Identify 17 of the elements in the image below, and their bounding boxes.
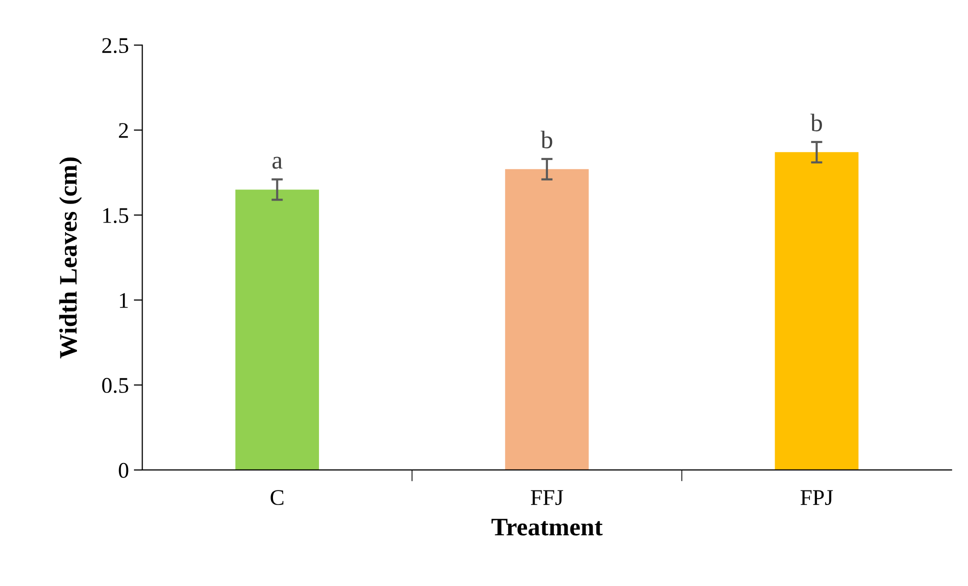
x-axis-title: Treatment [492, 518, 603, 536]
y-axis-title: Width Leaves (cm) [59, 157, 82, 358]
y-tick-label: 2 [118, 123, 128, 138]
annotation: a [272, 156, 282, 169]
x-tick-label: FFJ [530, 490, 564, 506]
y-tick-label: 1 [120, 293, 128, 308]
bar [774, 152, 858, 470]
x-tick-label: C [270, 490, 284, 506]
y-tick-label: 2.5 [102, 38, 128, 54]
annotation: b [540, 130, 552, 148]
x-tick-label: FPJ [800, 490, 833, 506]
y-tick-label: 0 [118, 462, 128, 478]
y-tick-label: 0.5 [102, 378, 128, 394]
bar [235, 190, 319, 470]
bar [505, 169, 589, 470]
y-tick-label: 1.5 [103, 208, 128, 224]
annotation: b [810, 114, 822, 132]
